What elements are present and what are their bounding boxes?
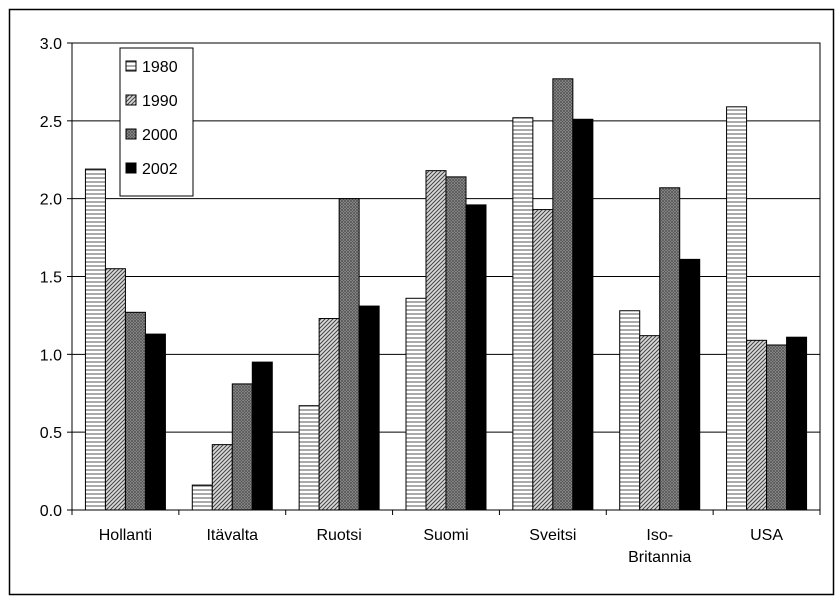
bar-2000-1 bbox=[231, 383, 253, 511]
legend: 1980 1990 2000 2002 bbox=[119, 47, 194, 197]
bar-2000-6 bbox=[766, 344, 788, 511]
bar-1990-3 bbox=[425, 170, 447, 511]
y-tick-label: 1.5 bbox=[40, 270, 62, 287]
legend-swatch-1980 bbox=[125, 60, 137, 72]
axes: 0.0 0.5 1.0 1.5 2.0 2.5 3.0 Hollanti Itävalta Ruo… bbox=[40, 36, 821, 566]
x-tick-label: Suomi bbox=[423, 527, 468, 544]
legend-label-1990: 1990 bbox=[142, 93, 178, 110]
bar-2002-1 bbox=[251, 361, 273, 511]
bar-1990-4 bbox=[532, 209, 554, 511]
x-tick-label: Iso- bbox=[646, 527, 673, 544]
y-tick-label: 0.5 bbox=[40, 425, 62, 442]
bar-2000-4 bbox=[552, 78, 574, 511]
bar-1990-6 bbox=[746, 339, 768, 511]
legend-swatch-2000 bbox=[125, 128, 137, 140]
y-tick-label: 0.0 bbox=[40, 503, 62, 520]
bar-1990-1 bbox=[211, 444, 233, 511]
bar-1980-6 bbox=[726, 106, 748, 511]
bar-1980-2 bbox=[298, 405, 320, 511]
bar-2000-3 bbox=[445, 176, 467, 511]
x-tick-label: Itävalta bbox=[206, 527, 258, 544]
bar-1980-5 bbox=[619, 310, 641, 511]
bar-2002-0 bbox=[144, 333, 166, 511]
bars bbox=[84, 78, 808, 511]
bar-2002-6 bbox=[786, 336, 808, 511]
y-tick-label: 2.0 bbox=[40, 192, 62, 209]
bar-2000-2 bbox=[338, 198, 360, 511]
bar-2002-4 bbox=[572, 118, 594, 511]
x-tick-label: Britannia bbox=[628, 549, 691, 566]
y-tick-label: 1.0 bbox=[40, 347, 62, 364]
x-tick-label: Hollanti bbox=[99, 527, 152, 544]
bar-2000-0 bbox=[124, 311, 146, 511]
x-tick-label: Ruotsi bbox=[316, 527, 361, 544]
bar-1980-4 bbox=[512, 117, 534, 511]
bar-2002-5 bbox=[679, 258, 701, 511]
y-tick-label: 3.0 bbox=[40, 36, 62, 53]
bar-1990-0 bbox=[104, 268, 126, 511]
bar-2000-5 bbox=[659, 187, 681, 511]
y-tick-label: 2.5 bbox=[40, 114, 62, 131]
x-tick-label: USA bbox=[750, 527, 783, 544]
bar-1980-1 bbox=[191, 484, 213, 511]
bar-1980-3 bbox=[405, 297, 427, 511]
bar-1980-0 bbox=[84, 168, 106, 511]
legend-label-1980: 1980 bbox=[142, 59, 178, 76]
legend-swatch-2002 bbox=[125, 162, 137, 174]
legend-label-2002: 2002 bbox=[142, 161, 178, 178]
bar-2002-3 bbox=[465, 204, 487, 511]
bar-1990-2 bbox=[318, 318, 340, 511]
legend-label-2000: 2000 bbox=[142, 127, 178, 144]
bar-1990-5 bbox=[639, 335, 661, 511]
legend-swatch-1990 bbox=[125, 94, 137, 106]
bar-2002-2 bbox=[358, 305, 380, 511]
x-tick-label: Sveitsi bbox=[529, 527, 576, 544]
